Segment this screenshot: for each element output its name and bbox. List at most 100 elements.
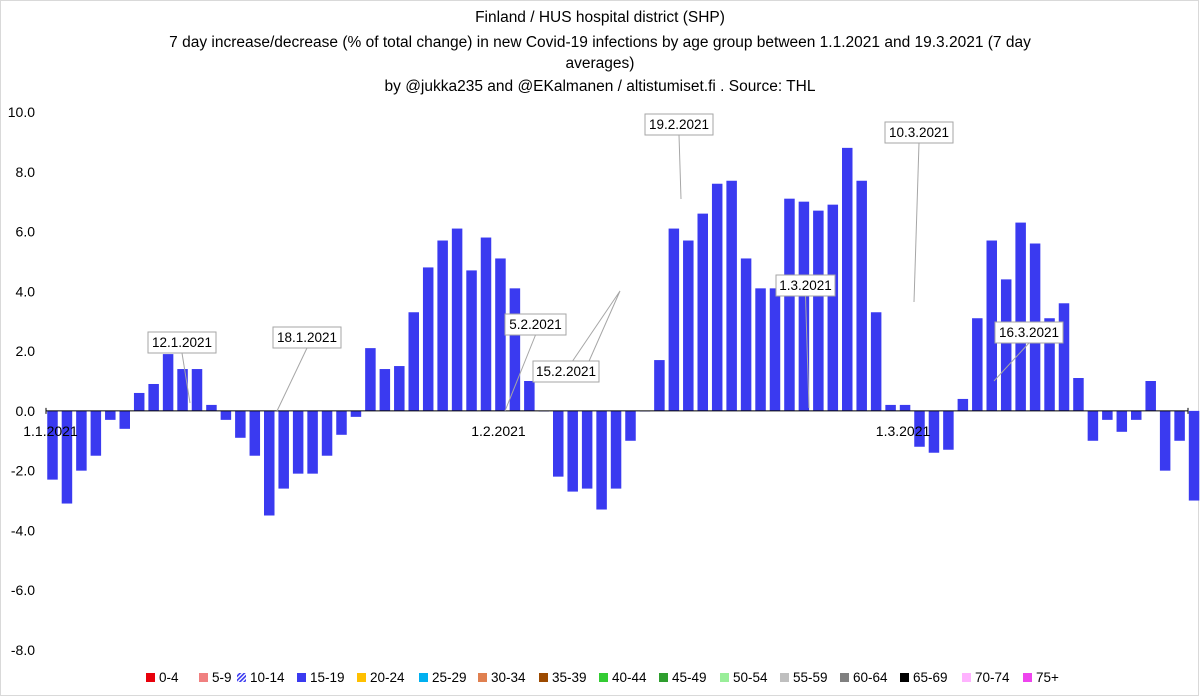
bar [249,410,261,456]
bar [1145,381,1156,411]
bar [220,410,232,420]
bar [870,312,882,411]
bar [1058,303,1070,411]
y-tick-label: -4.0 [11,522,35,538]
annotation-label: 1.3.2021 [779,278,832,293]
annotation-leader-line [276,347,308,412]
legend-swatch [659,673,668,682]
bar [1116,410,1128,432]
y-tick-label: -2.0 [11,463,35,479]
y-tick-label: 4.0 [16,283,36,299]
bar [683,240,694,411]
bar [1159,410,1171,471]
bar [264,410,275,516]
legend-label: 15-19 [310,670,345,685]
legend-swatch [539,673,548,682]
bar [177,369,188,411]
bar [553,410,564,477]
bar [755,288,766,411]
y-tick-label: 2.0 [16,343,36,359]
bar [567,410,578,492]
annotation-box [504,313,567,336]
legend-label: 60-64 [853,670,888,685]
legend-label: 5-9 [212,670,232,685]
legend-swatch [199,673,208,682]
bar [47,410,58,480]
bar [148,383,159,411]
bar [668,228,680,411]
legend-swatch [780,673,789,682]
legend-swatch [357,673,366,682]
legend-swatch [237,673,246,682]
annotation-box [532,360,600,383]
y-tick-label: 8.0 [16,164,36,180]
legend-swatch [1023,673,1032,682]
annotation-box [775,274,836,297]
bar [90,410,102,456]
legend-swatch [720,673,729,682]
legend-label: 20-24 [370,670,405,685]
bar [509,288,521,411]
chart-title-line-3: averages) [565,55,635,72]
bar [336,410,347,435]
bar [784,198,795,411]
annotation-leader-line [913,142,920,303]
bar [740,258,752,411]
bar [1131,410,1142,420]
annotation-box [147,331,217,354]
annotation-label: 12.1.2021 [152,335,212,350]
bar [711,183,723,411]
bar [133,392,145,411]
bar [726,180,737,411]
bar [1102,410,1113,420]
bar [943,410,954,450]
bar [524,381,535,411]
bar [379,369,391,411]
annotation-leader-line [805,295,810,409]
bar [495,258,506,411]
annotation-label: 19.2.2021 [649,117,709,132]
bar [1015,222,1026,411]
annotation-label: 16.3.2021 [999,325,1059,340]
x-tick-label: 1.2.2021 [471,423,526,439]
legend-label: 65-69 [913,670,948,685]
legend-swatch [962,673,971,682]
bar [842,147,853,411]
legend-label: 10-14 [250,670,285,685]
bar [162,354,174,411]
legend-label: 75+ [1036,670,1059,685]
y-tick-label: 0.0 [16,403,36,419]
bar [827,204,839,411]
bar [451,228,463,411]
bar [437,240,448,411]
bar [596,410,607,510]
legend-swatch [478,673,487,682]
bar [365,348,376,411]
y-tick-label: 6.0 [16,224,36,240]
legend-swatch [599,673,608,682]
legend-label: 55-59 [793,670,828,685]
bar [625,410,636,441]
bar [914,410,925,447]
bar [885,404,896,411]
chart-subtitle: by @jukka235 and @EKalmanen / altistumis… [384,78,816,95]
bar [307,410,318,474]
bar [480,237,492,411]
legend-swatch [146,673,155,682]
annotation-label: 5.2.2021 [509,317,562,332]
annotation-label: 15.2.2021 [536,364,596,379]
chart-title-line-1: Finland / HUS hospital district (SHP) [475,9,725,26]
legend-label: 0-4 [159,670,179,685]
x-tick-label: 1.1.2021 [23,423,78,439]
bar [422,267,434,411]
bar [813,210,824,411]
annotation-label: 10.3.2021 [889,125,949,140]
bar [119,410,130,429]
bar [769,288,781,411]
bar [654,360,665,411]
annotation-box [994,321,1064,344]
bar [76,410,87,471]
bar [610,410,622,489]
annotation-leader-line [678,134,682,200]
legend-swatch [297,673,306,682]
